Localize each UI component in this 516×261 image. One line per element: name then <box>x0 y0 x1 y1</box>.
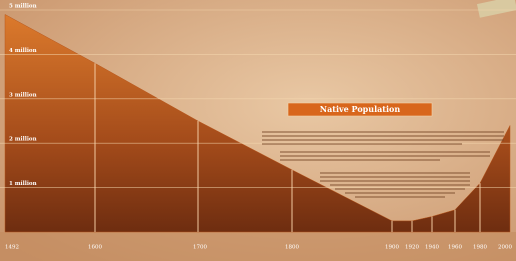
x-tick-label: 1492 <box>5 245 19 251</box>
x-tick-label: 1920 <box>405 245 419 251</box>
y-tick-label: 4 million <box>9 48 37 54</box>
y-tick-label: 3 million <box>9 92 37 98</box>
x-tick-label: 1940 <box>425 245 439 251</box>
x-tick-label: 1800 <box>285 245 299 251</box>
y-tick-label: 5 million <box>9 4 37 10</box>
x-tick-label: 2000 <box>498 245 512 251</box>
y-tick-label: 2 million <box>9 137 37 143</box>
x-tick-label: 1900 <box>385 245 399 251</box>
x-tick-label: 1960 <box>448 245 462 251</box>
x-tick-label: 1600 <box>88 245 102 251</box>
y-tick-label: 1 million <box>9 181 37 187</box>
x-tick-label: 1980 <box>473 245 487 251</box>
chart: 1 million 2 million 3 million 4 million 5 mi… <box>0 0 516 261</box>
chart-title: Native Population <box>320 104 401 114</box>
x-tick-label: 1700 <box>193 245 207 251</box>
